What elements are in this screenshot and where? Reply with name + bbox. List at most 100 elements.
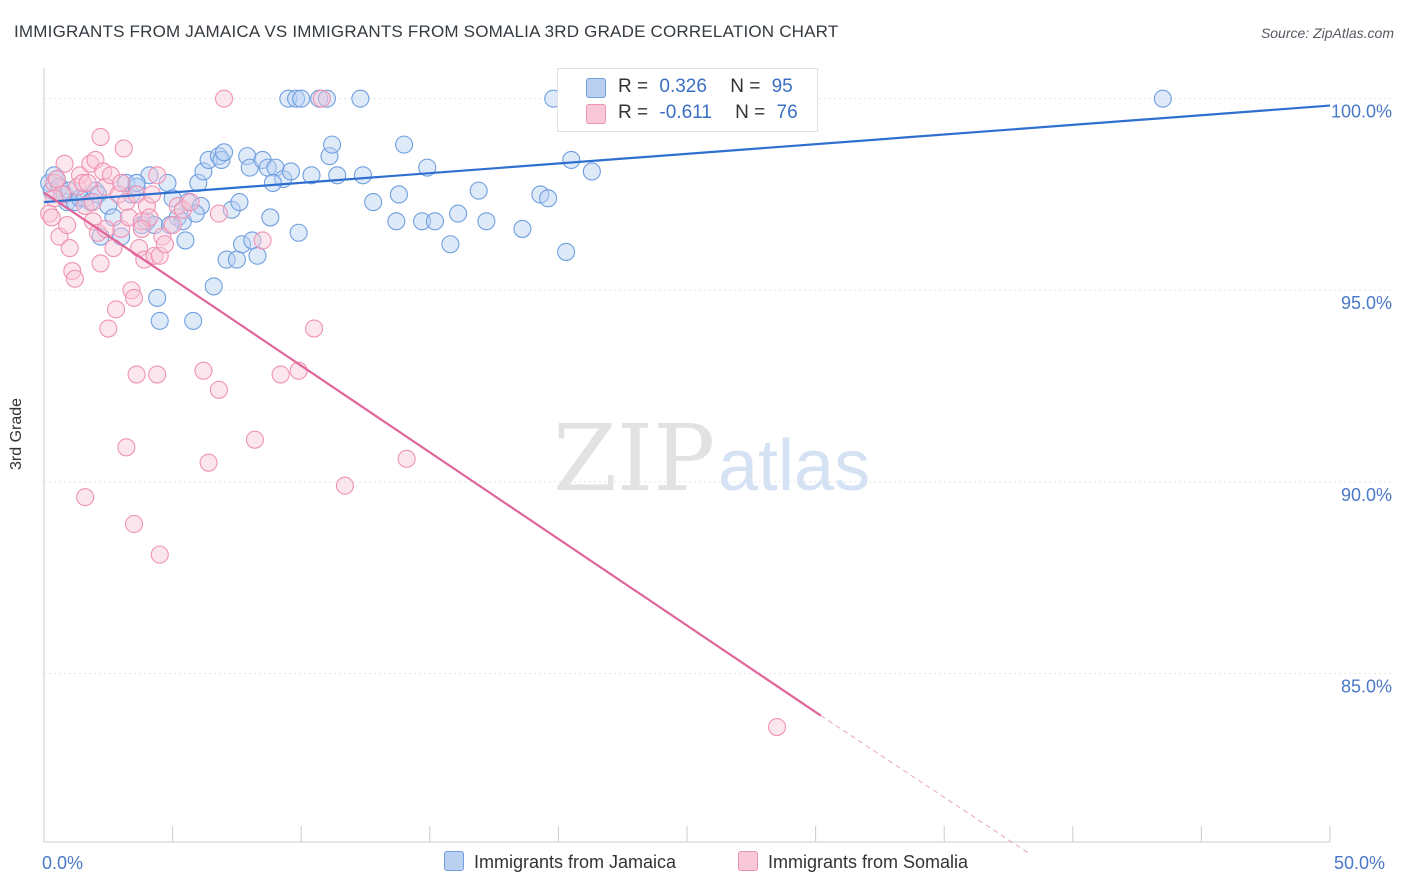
somalia-r-value: -0.611 [659,102,712,123]
jamaica-point [176,231,195,250]
jamaica-point [582,162,601,181]
somalia-point [91,254,110,273]
jamaica-point [351,89,370,108]
jamaica-point [323,135,342,154]
jamaica-point [364,193,383,212]
somalia-point [65,269,84,288]
somalia-point [194,361,213,380]
chart-title: IMMIGRANTS FROM JAMAICA VS IMMIGRANTS FR… [14,22,839,41]
jamaica-point [418,158,437,177]
somalia-point [83,193,102,212]
somalia-point [155,235,174,254]
jamaica-point [148,288,167,307]
somalia-point [55,154,74,173]
jamaica-point [199,150,218,170]
jamaica-point [263,173,282,193]
somalia-point [73,173,92,193]
jamaica-trend-line [43,104,1331,204]
jamaica-point [353,166,372,185]
legend-somalia-swatch [738,851,758,871]
jamaica-point [230,193,249,212]
jamaica-point [562,150,581,170]
jamaica-point [204,277,223,296]
somalia-point [137,196,156,215]
somalia-point [76,488,95,507]
somalia-point [91,127,110,147]
somalia-point [117,193,136,212]
jamaica-point [513,219,532,238]
jamaica-r-label: R = [618,76,649,97]
somalia-point [199,453,218,472]
jamaica-point [184,311,203,330]
somalia-point [117,438,136,457]
jamaica-point [214,143,234,162]
y-tick-label: 85.0% [1341,676,1392,696]
somalia-point [335,476,354,495]
somalia-point [124,288,144,307]
somalia-point [148,166,167,185]
somalia-n-label: N = [735,102,766,123]
y-tick-label: 95.0% [1341,293,1392,313]
somalia-point [181,193,200,212]
jamaica-point [395,135,414,154]
jamaica-point [248,246,267,265]
jamaica-point [320,147,339,166]
x-tick-label-min: 0.0% [42,853,84,873]
somalia-point [145,246,164,265]
somalia-point [214,89,234,108]
jamaica-point [441,235,460,254]
somalia-point [209,204,228,223]
jamaica-point [317,89,336,108]
somalia-point [209,380,228,399]
somalia-trend-line [43,191,822,717]
somalia-point [173,200,192,219]
somalia-point [78,173,97,193]
jamaica-point [449,204,468,223]
somalia-point [60,239,79,258]
somalia-point [148,365,167,384]
jamaica-n-label: N = [730,76,761,97]
jamaica-point [217,250,236,269]
jamaica-point [281,162,300,181]
jamaica-point [389,185,408,204]
jamaica-point [150,311,169,330]
jamaica-point [539,189,558,208]
somalia-point [99,319,118,338]
jamaica-swatch [586,78,606,98]
somalia-point [127,365,146,384]
somalia-point [397,449,416,468]
somalia-point [150,545,169,564]
legend-jamaica-label: Immigrants from Jamaica [474,852,677,872]
y-tick-label: 100.0% [1331,102,1392,122]
somalia-point [305,319,324,338]
somalia-n-value: 76 [776,102,798,123]
jamaica-point [279,89,298,108]
stats-legend: R = 0.326 N = 95 R = -0.611 N = 76 [557,68,818,132]
somalia-point [112,173,131,193]
jamaica-point [557,242,576,261]
somalia-point [163,216,182,235]
jamaica-n-value: 95 [771,76,793,97]
somalia-point [124,514,144,534]
somalia-point [109,185,128,204]
somalia-point [58,216,77,235]
watermark-atlas: atlas [718,426,870,506]
somalia-point [106,300,126,319]
somalia-point [42,208,61,227]
somalia-point [253,231,272,250]
watermark-zip: ZIP [553,405,715,512]
somalia-point [271,365,290,384]
somalia-point [47,170,66,189]
somalia-point [245,430,264,449]
somalia-swatch [586,104,606,124]
legend-somalia-label: Immigrants from Somalia [768,852,969,872]
jamaica-point [469,181,488,200]
legend-jamaica-swatch [444,851,464,871]
somalia-point [114,139,133,158]
source-credit: Source: ZipAtlas.com [1260,25,1394,41]
x-tick-label-max: 50.0% [1334,853,1386,873]
jamaica-point [227,250,246,269]
jamaica-point [232,235,252,254]
jamaica-point [289,223,308,242]
